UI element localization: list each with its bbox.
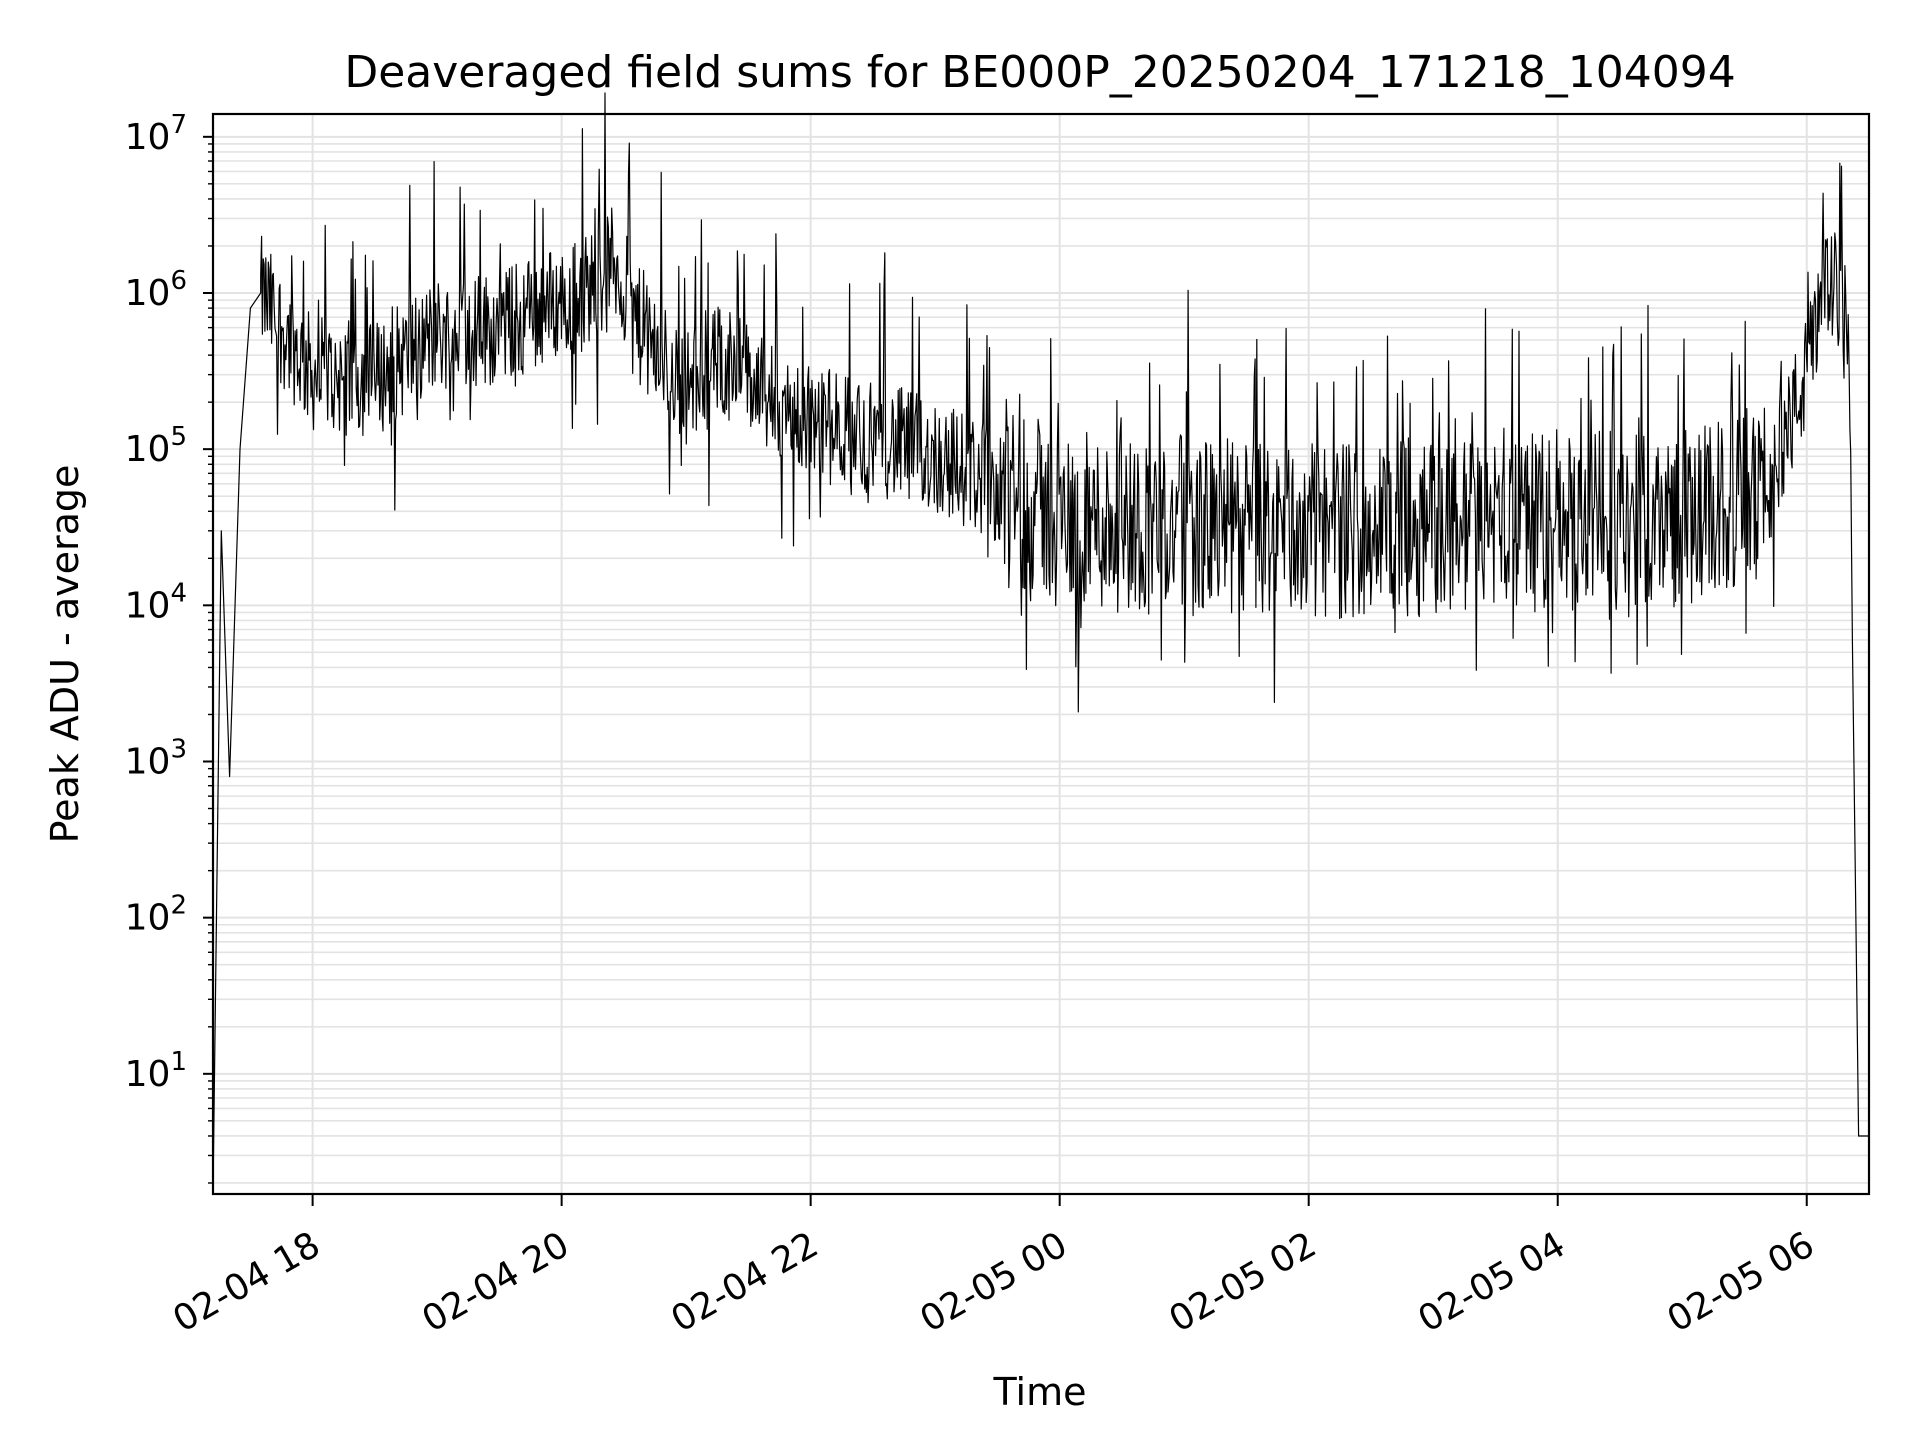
chart-title: Deaveraged field sums for BE000P_2025020… — [344, 47, 1735, 98]
y-tick-label: 101 — [125, 1047, 187, 1095]
y-tick-label: 104 — [125, 578, 187, 626]
y-tick-label: 106 — [125, 266, 187, 314]
y-tick-label: 107 — [125, 110, 187, 158]
plot-area — [212, 92, 1869, 1195]
y-axis: 101 102 103 104 105 106 107 — [125, 110, 213, 1184]
y-tick-label: 103 — [125, 734, 187, 782]
y-axis-label: Peak ADU - average — [43, 465, 87, 844]
series-line — [212, 92, 1869, 1195]
axes-frame — [211, 112, 1871, 1196]
x-axis-label: Time — [993, 1370, 1087, 1414]
y-tick-label: 105 — [125, 422, 187, 470]
y-tick-label: 102 — [125, 891, 187, 939]
